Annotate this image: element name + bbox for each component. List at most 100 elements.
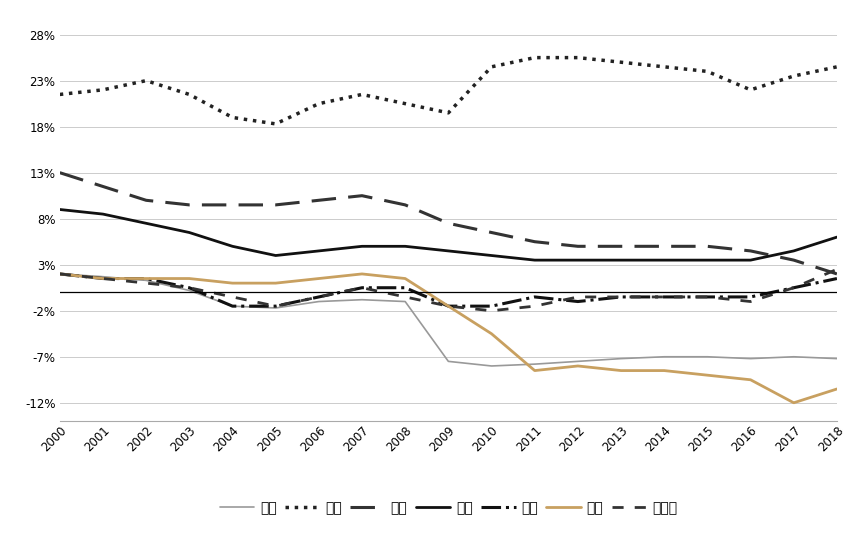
美国	[313, 298, 323, 305]
日本	[615, 243, 625, 249]
日本	[313, 197, 323, 204]
Line: 英国: 英国	[60, 274, 836, 403]
德国	[313, 248, 323, 254]
中国	[313, 100, 323, 107]
法国	[745, 294, 755, 300]
美国	[529, 361, 539, 367]
英国	[357, 271, 367, 277]
英国	[486, 330, 496, 337]
日本	[184, 201, 194, 208]
日本	[572, 243, 583, 249]
美国	[659, 354, 669, 360]
英国	[701, 372, 711, 379]
德国	[98, 211, 108, 217]
中国	[745, 86, 755, 93]
美国	[98, 273, 108, 280]
德国	[745, 257, 755, 264]
Line: 法国: 法国	[60, 274, 836, 306]
美国	[486, 363, 496, 369]
德国	[184, 230, 194, 236]
中国	[659, 64, 669, 70]
日本	[529, 239, 539, 245]
加拿大	[98, 275, 108, 282]
日本	[227, 201, 237, 208]
法国	[831, 275, 841, 282]
美国	[615, 355, 625, 362]
加拿大	[399, 294, 409, 300]
英国	[313, 275, 323, 282]
加拿大	[745, 298, 755, 305]
加拿大	[227, 294, 237, 300]
加拿大	[787, 285, 798, 291]
Legend: 美国, 中国, 日本, 德国, 法国, 英国, 加拿大: 美国, 中国, 日本, 德国, 法国, 英国, 加拿大	[219, 501, 676, 515]
法国	[486, 303, 496, 309]
加拿大	[659, 294, 669, 300]
加拿大	[55, 271, 65, 277]
中国	[831, 64, 841, 70]
美国	[831, 355, 841, 362]
法国	[572, 298, 583, 305]
加拿大	[529, 303, 539, 309]
中国	[615, 59, 625, 65]
德国	[787, 248, 798, 254]
德国	[831, 234, 841, 240]
加拿大	[443, 303, 453, 309]
美国	[399, 298, 409, 305]
美国	[357, 296, 367, 303]
中国	[399, 100, 409, 107]
Line: 德国: 德国	[60, 210, 836, 260]
中国	[55, 91, 65, 98]
加拿大	[270, 303, 281, 309]
美国	[141, 277, 151, 284]
美国	[787, 354, 798, 360]
英国	[399, 275, 409, 282]
法国	[659, 294, 669, 300]
美国	[572, 358, 583, 365]
英国	[55, 271, 65, 277]
德国	[529, 257, 539, 264]
中国	[357, 91, 367, 98]
Line: 中国: 中国	[60, 58, 836, 124]
法国	[227, 303, 237, 309]
英国	[184, 275, 194, 282]
加拿大	[615, 294, 625, 300]
美国	[184, 287, 194, 294]
德国	[357, 243, 367, 249]
中国	[141, 77, 151, 84]
英国	[270, 280, 281, 286]
Line: 日本: 日本	[60, 173, 836, 274]
英国	[659, 367, 669, 374]
中国	[270, 120, 281, 127]
加拿大	[831, 266, 841, 273]
德国	[227, 243, 237, 249]
Line: 加拿大: 加拿大	[60, 269, 836, 310]
德国	[443, 248, 453, 254]
法国	[313, 294, 323, 300]
法国	[357, 285, 367, 291]
中国	[184, 91, 194, 98]
法国	[529, 294, 539, 300]
法国	[98, 275, 108, 282]
法国	[787, 285, 798, 291]
日本	[357, 192, 367, 199]
加拿大	[572, 294, 583, 300]
英国	[615, 367, 625, 374]
中国	[529, 55, 539, 61]
加拿大	[357, 285, 367, 291]
法国	[399, 285, 409, 291]
日本	[787, 257, 798, 264]
英国	[787, 400, 798, 406]
日本	[443, 220, 453, 227]
中国	[98, 86, 108, 93]
日本	[701, 243, 711, 249]
英国	[227, 280, 237, 286]
德国	[486, 252, 496, 259]
英国	[745, 376, 755, 383]
德国	[141, 220, 151, 227]
加拿大	[701, 294, 711, 300]
英国	[141, 275, 151, 282]
日本	[55, 170, 65, 176]
美国	[270, 305, 281, 311]
英国	[529, 367, 539, 374]
日本	[98, 183, 108, 190]
